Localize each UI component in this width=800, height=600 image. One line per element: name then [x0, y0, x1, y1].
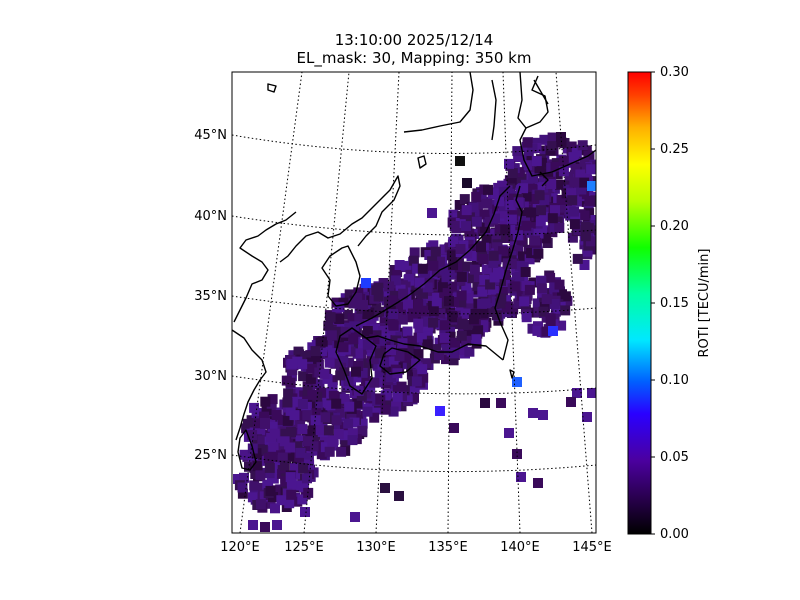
colorbar-tick-label: 0.10	[660, 373, 689, 388]
lon-tick-label: 140°E	[500, 540, 540, 555]
colorbar-tick-label: 0.05	[660, 450, 689, 465]
colorbar-tick-label: 0.15	[660, 296, 689, 311]
map-title-time: 13:10:00 2025/12/14	[334, 31, 494, 49]
lon-tick-label: 135°E	[428, 540, 468, 555]
lon-tick-label: 130°E	[356, 540, 396, 555]
coastline-layer	[232, 72, 596, 471]
colorbar-label: ROTI [TECU/min]	[697, 249, 712, 358]
lat-tick-label: 45°N	[194, 128, 227, 143]
colorbar-tick-label: 0.00	[660, 527, 689, 542]
colorbar-tick-labels: 0.00 0.05 0.10 0.15 0.20 0.25 0.30	[651, 65, 689, 542]
lat-tick-label: 25°N	[194, 448, 227, 463]
lon-tick-label: 125°E	[284, 540, 324, 555]
lon-tick-label: 145°E	[572, 540, 612, 555]
latitude-tick-labels: 25°N 30°N 35°N 40°N 45°N	[194, 128, 227, 463]
longitude-tick-labels: 120°E 125°E 130°E 135°E 140°E 145°E	[220, 540, 612, 555]
map-title-params: EL_mask: 30, Mapping: 350 km	[296, 49, 532, 67]
colorbar-tick-label: 0.20	[660, 219, 689, 234]
lat-tick-label: 40°N	[194, 209, 227, 224]
lon-tick-label: 120°E	[220, 540, 260, 555]
map-area	[232, 72, 596, 533]
lat-tick-label: 30°N	[194, 369, 227, 384]
graticule-layer	[232, 72, 596, 533]
colorbar-tick-label: 0.30	[660, 65, 689, 80]
colorbar-tick-label: 0.25	[660, 142, 689, 157]
colorbar-gradient	[628, 72, 651, 534]
lat-tick-label: 35°N	[194, 289, 227, 304]
map-frame	[231, 71, 597, 534]
